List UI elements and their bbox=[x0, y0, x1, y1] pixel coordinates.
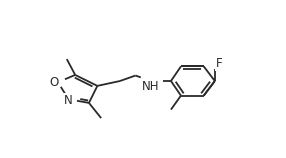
Text: F: F bbox=[216, 58, 222, 70]
Text: O: O bbox=[49, 76, 59, 89]
Text: N: N bbox=[64, 94, 73, 107]
Text: NH: NH bbox=[142, 80, 160, 93]
